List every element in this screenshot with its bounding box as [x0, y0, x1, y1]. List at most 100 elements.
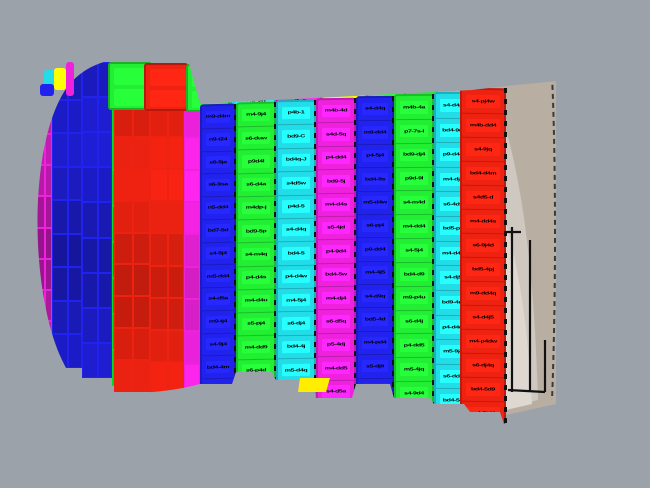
panel-cell[interactable]: bd5-4d — [358, 308, 392, 332]
panel-cell[interactable]: s4-d4q — [358, 97, 392, 122]
panel-cell[interactable]: n9-t24 — [202, 128, 234, 152]
panel-strip-magenta-1[interactable]: m4b-4d s4d-5q p4-dd4 bd9-5j m4-d4s s5-4jd p4-9… — [316, 97, 356, 405]
panel-cell[interactable]: m4-d4u — [238, 289, 274, 314]
panel-cell[interactable]: p9d-9l — [396, 167, 432, 192]
panel-cell[interactable]: bd4-d4m — [462, 161, 504, 187]
panel-cell[interactable]: bd5-4pj — [462, 257, 504, 283]
panel-cell[interactable]: n5-dd4 — [202, 196, 234, 221]
panel-cell[interactable]: m4b-4d — [318, 99, 354, 124]
panel-cell[interactable]: m4-dd9 — [238, 335, 274, 360]
panel-cell[interactable]: s4d5-d — [462, 185, 504, 211]
panel-cell[interactable]: m4-5j4 — [278, 288, 314, 313]
panel-cell[interactable]: s4-d9q — [358, 284, 392, 309]
panel-cell[interactable]: s4-d4q — [278, 218, 314, 243]
panel-cell[interactable]: m9-d4m — [202, 105, 234, 130]
panel-cell[interactable]: s6-dj4q — [462, 353, 504, 379]
panel-cell[interactable]: s6-duw — [238, 126, 274, 151]
panel-cell[interactable]: p4-5j4 — [358, 144, 392, 169]
panel-cell[interactable]: s4-5j4 — [396, 238, 432, 263]
panel-cell[interactable]: s4-9jq — [462, 137, 504, 163]
panel-cell[interactable]: bd4-4m — [202, 356, 234, 380]
panel-cell[interactable]: m4-dd5 — [318, 357, 354, 381]
panel-cell[interactable]: s5-dj9 — [358, 355, 392, 379]
panel-cell[interactable]: p4-9d4 — [318, 240, 354, 264]
panel-cell[interactable]: m4-9j4 — [238, 103, 274, 128]
panel-cell[interactable]: p4-d4m — [358, 378, 392, 403]
panel-cell[interactable]: bd4-d9 — [396, 262, 432, 287]
panel-cell[interactable]: m4-d4s — [318, 193, 354, 218]
panel-cell[interactable]: m9-dd4 — [358, 121, 392, 145]
panel-cell[interactable]: s4-pj4w — [462, 89, 504, 115]
panel-cell[interactable]: m4-p4dw — [462, 329, 504, 355]
panel-cell[interactable]: p4d-5 — [278, 195, 314, 220]
panel-cell[interactable]: s5-4jd — [318, 216, 354, 241]
panel-cell[interactable]: bd5-4a — [238, 382, 274, 407]
panel-cell[interactable]: bd4-5d9 — [462, 377, 504, 403]
panel-cell[interactable]: m9-dd4q — [462, 281, 504, 307]
panel-cell[interactable]: s6-dj4 — [278, 312, 314, 337]
top-cell-1[interactable] — [144, 62, 188, 111]
panel-cell[interactable]: s6-d4a — [238, 173, 274, 198]
panel-cell[interactable]: s5-pj4 — [238, 312, 274, 337]
panel-cell[interactable]: s6-9ja — [202, 151, 234, 175]
panel-cell[interactable]: m4-4j5 — [358, 261, 392, 286]
panel-cell[interactable]: bd4-5 — [278, 242, 314, 266]
panel-cell[interactable]: bd4q-J — [278, 148, 314, 173]
panel-cell[interactable]: s4d5w — [278, 171, 314, 196]
panel-cell[interactable]: bd7-5d — [202, 219, 234, 243]
panel-cell[interactable]: p9d4l — [238, 150, 274, 175]
panel-cell[interactable]: p4-d4s — [238, 266, 274, 291]
panel-strip-blue-1[interactable]: m9-d4m n9-t24 s6-9ja s6-9sa n5-dd4 bd7-5d s4-9… — [200, 103, 236, 403]
panel-cell[interactable]: s4-d5a — [202, 287, 234, 312]
panel-cell[interactable]: m9-p4u — [396, 286, 432, 311]
panel-cell[interactable]: s4-m4q — [238, 243, 274, 267]
panel-strip-green-1[interactable]: m4-9j4 s6-duw p9d4l s6-d4a m4dp-j bd9-5p s4-m4… — [236, 101, 276, 407]
panel-cell[interactable]: s4d-5q — [318, 123, 354, 147]
panel-cell[interactable]: bd4-9s — [358, 168, 392, 192]
panel-cell[interactable]: s6-dj4 — [202, 378, 234, 403]
panel-cell[interactable]: m4-dj4 — [318, 286, 354, 311]
panel-cell[interactable]: s4-9j4 — [202, 333, 234, 357]
panel-cell[interactable]: s6-9sa — [202, 173, 234, 198]
panel-cell[interactable]: bd9-5j — [318, 169, 354, 194]
panel-cell[interactable]: m4-pd4 — [358, 331, 392, 356]
panel-cell[interactable]: bd9-C — [278, 125, 314, 150]
panel-strip-red-1[interactable]: s4-pj4w m4b-dd4 s4-9jq bd4-d4m s4d5-d m4-dd4s… — [460, 87, 506, 427]
panel-cell[interactable]: s6-p4d — [238, 359, 274, 384]
panel-cell[interactable]: m9-tj4 — [202, 310, 234, 335]
panel-cell[interactable]: p4-dd4 — [318, 146, 354, 171]
panel-cell[interactable]: p9-dd4 — [358, 238, 392, 262]
panel-cell[interactable]: p7-7s-l — [396, 119, 432, 144]
panel-cell[interactable]: m5-d4w — [358, 191, 392, 216]
panel-cell[interactable]: p4-d4w — [278, 265, 314, 290]
panel-cell[interactable]: bd9-5p — [238, 219, 274, 244]
panel-cell[interactable]: m4-9jd4 — [462, 401, 504, 427]
panel-cell[interactable]: s4-9j4 — [202, 242, 234, 266]
panel-cell[interactable]: m5-d4q — [278, 358, 314, 383]
panel-cell[interactable]: m4b-dd4 — [462, 113, 504, 139]
panel-cell[interactable]: m5-4jq — [396, 358, 432, 383]
panel-cell[interactable]: s6-9j4d — [462, 233, 504, 259]
panel-cell[interactable]: s6-pj4 — [358, 214, 392, 239]
panel-cell[interactable]: p4b-1 — [278, 101, 314, 126]
panel-strip-green-2[interactable]: m4b-4a p7-7s-l bd9-dj4 p9d-9l s4-m4d m4-dd4 s4… — [394, 93, 434, 407]
panel-cell[interactable]: s4-pd4 — [278, 382, 314, 407]
panel-strip-cyan-1[interactable]: p4b-1 bd9-C bd4q-J s4d5w p4d-5 s4-d4q bd4-5 p4-… — [276, 99, 316, 407]
panel-cell[interactable]: bd4-4j — [278, 335, 314, 360]
panel-cell[interactable]: s4-9d4 — [396, 382, 432, 407]
panel-cell[interactable]: m4dp-j — [238, 196, 274, 221]
panel-cell[interactable]: bd9-dj4 — [396, 143, 432, 168]
panel-cell[interactable]: m4-dd4s — [462, 209, 504, 235]
panel-cell[interactable]: bd4-5w — [318, 263, 354, 288]
panel-cell[interactable]: s4-d4j5 — [462, 305, 504, 331]
panel-cell[interactable]: s6-d5q — [318, 310, 354, 335]
panel-cell[interactable]: m4-dd4 — [396, 215, 432, 240]
panel-strip-blue-2[interactable]: s4-d4q m9-dd4 p4-5j4 bd4-9s m5-d4w s6-pj4 p9-d… — [356, 95, 394, 403]
panel-cell[interactable]: m5-dd4 — [202, 265, 234, 289]
panel-cell[interactable]: p4-dd5 — [396, 334, 432, 359]
panel-cell[interactable]: s6-d4j — [396, 310, 432, 335]
panel-cell[interactable]: p5-4dj — [318, 333, 354, 358]
panel-cell[interactable]: m4b-4a — [396, 95, 432, 120]
panel-cell[interactable]: s4-d5a — [318, 380, 354, 405]
